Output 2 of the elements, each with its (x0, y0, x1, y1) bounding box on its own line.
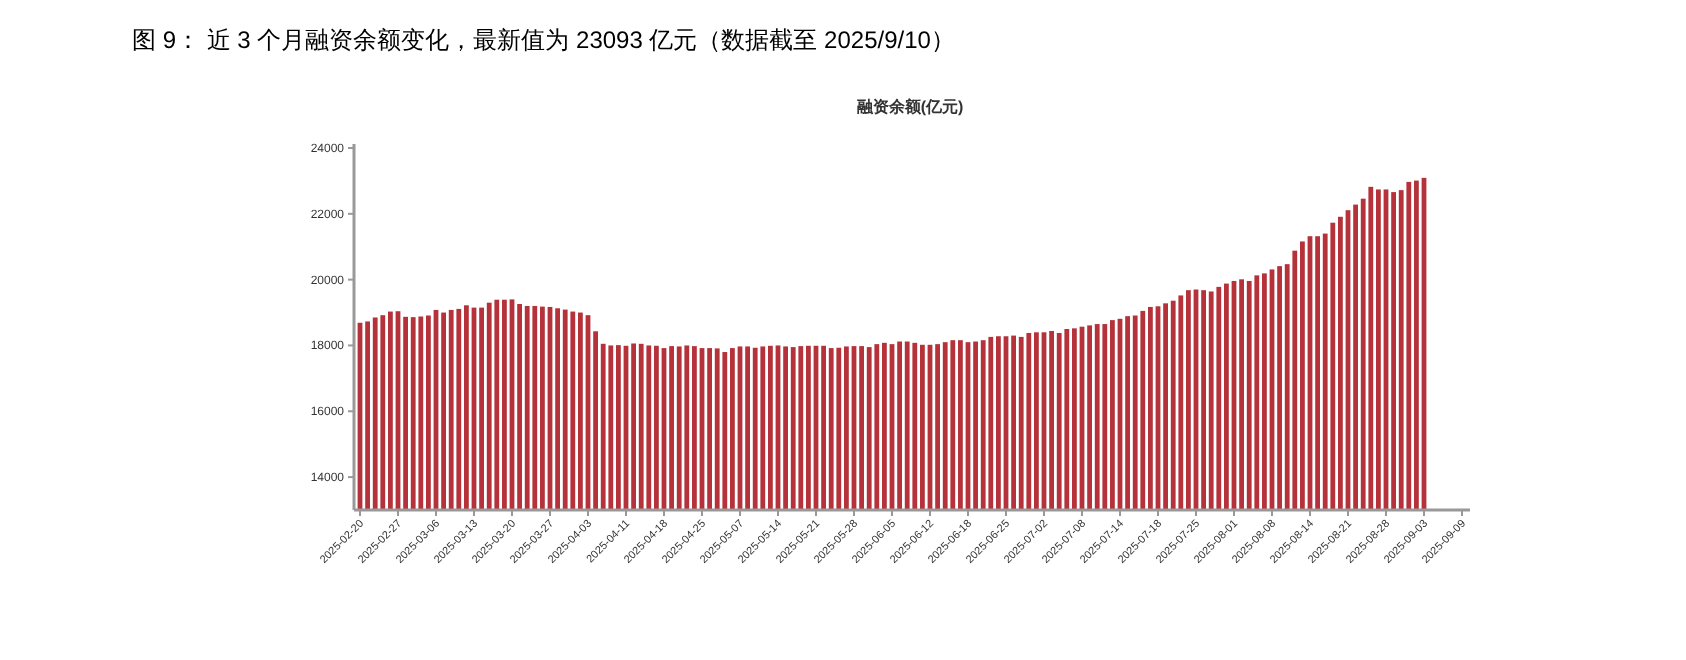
chart-title: 图 9： 近 3 个月融资余额变化，最新值为 23093 亿元（数据截至 2025/9/10） (132, 26, 955, 54)
chart-subtitle: 融资余额(亿元) (856, 98, 964, 116)
